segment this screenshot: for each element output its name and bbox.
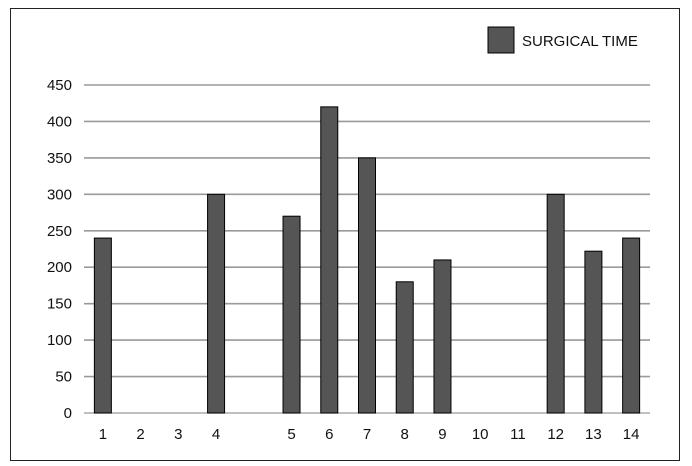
bar [546,193,565,414]
bars [93,106,641,414]
legend-label: SURGICAL TIME [522,33,638,50]
y-tick-label: 250 [47,223,72,240]
legend-swatch [487,26,515,54]
y-tick-label: 400 [47,113,72,130]
y-tick-label: 100 [47,332,72,349]
bar [584,250,603,414]
x-tick-label: 5 [287,426,295,443]
x-tick-label: 1 [99,426,107,443]
x-tick-label: 14 [623,426,640,443]
x-tick-label: 7 [363,426,371,443]
x-tick-label: 3 [174,426,182,443]
bar [622,237,641,414]
y-tick-label: 200 [47,259,72,276]
x-tick-label: 10 [472,426,489,443]
y-tick-label: 50 [55,369,72,386]
bar [207,193,226,414]
x-tick-label: 4 [212,426,220,443]
bar [320,106,339,414]
bar [433,259,452,414]
chart-frame: 0 50 100 150 200 250 300 350 400 450 1 2 3 4 5 6 7 8 9 10 1… [10,8,680,461]
bar [358,157,376,414]
y-tick-label: 450 [47,77,72,94]
chart-border [10,8,680,461]
bar [395,281,414,414]
x-tick-label: 9 [438,426,446,443]
y-tick-label: 300 [47,186,72,203]
legend: SURGICAL TIME [487,26,638,54]
bar [282,215,301,414]
x-tick-label: 8 [401,426,409,443]
x-axis-ticks: 1 2 3 4 5 6 7 8 9 10 11 12 13 14 [99,426,640,443]
y-axis-ticks: 0 50 100 150 200 250 300 350 400 450 [47,77,72,422]
x-tick-label: 11 [510,426,526,443]
y-tick-label: 0 [64,405,72,422]
y-tick-label: 350 [47,150,72,167]
y-tick-label: 150 [47,296,72,313]
x-tick-label: 2 [136,426,144,443]
bar [93,237,112,414]
x-tick-label: 12 [547,426,564,443]
x-tick-label: 6 [325,426,333,443]
x-tick-label: 13 [585,426,602,443]
